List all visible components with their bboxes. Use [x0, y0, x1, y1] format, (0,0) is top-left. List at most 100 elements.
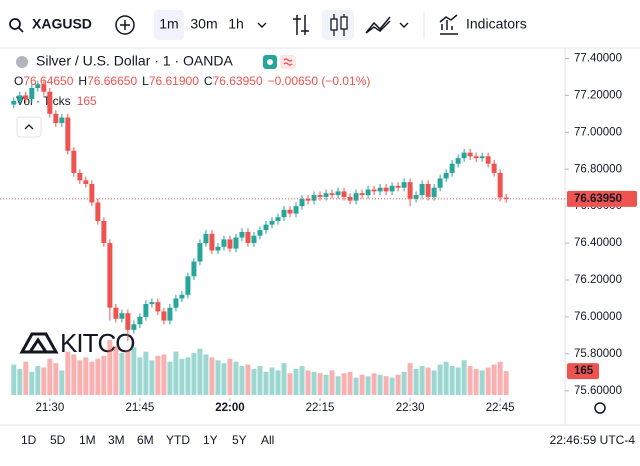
volume-bar: [215, 360, 221, 395]
collapse-icon: [24, 124, 34, 130]
volume-bar: [101, 355, 107, 395]
volume-bar: [479, 370, 485, 395]
range-button[interactable]: All: [261, 433, 274, 447]
volume-bar: [179, 358, 185, 395]
candle-body: [491, 163, 497, 173]
volume-bar: [239, 366, 245, 395]
legend-value: 76.63950: [213, 74, 263, 88]
interval[interactable]: 1h: [228, 16, 244, 32]
range-button[interactable]: 3M: [108, 433, 125, 447]
candle-body: [371, 189, 377, 192]
chart-type-dropdown[interactable]: [399, 22, 409, 28]
volume-bar: [35, 366, 41, 395]
volume-bar: [59, 370, 65, 395]
y-tick-label: 76.20000: [574, 274, 622, 286]
candle-body: [449, 163, 455, 173]
candle-body: [383, 187, 389, 192]
candle-body: [89, 184, 95, 203]
volume-bar: [251, 368, 257, 395]
symbol[interactable]: XAGUSD: [32, 16, 92, 32]
legend-value: 76.66650: [87, 74, 137, 88]
range-button[interactable]: 1Y: [203, 433, 218, 447]
volume-bar: [119, 353, 125, 395]
collapse-button[interactable]: [16, 116, 42, 138]
candle-body: [425, 184, 431, 197]
y-tick-label: 77.20000: [574, 89, 622, 101]
volume-bar: [167, 361, 173, 395]
volume-bar: [503, 371, 509, 395]
volume-bar: [65, 351, 71, 395]
volume-bar: [305, 370, 311, 395]
range-button[interactable]: 5Y: [232, 433, 247, 447]
legend-change: −0.00650 (−0.01%): [268, 74, 371, 88]
search-icon[interactable]: [9, 18, 21, 30]
last-price-box: [567, 190, 637, 207]
last-volume-box: [567, 363, 599, 380]
volume-bar: [173, 351, 179, 395]
data-badge: [280, 55, 296, 69]
candle-body: [365, 189, 371, 196]
volume-bar: [407, 363, 413, 395]
candle-body: [335, 191, 341, 196]
candle-body: [23, 95, 29, 100]
watermark-text: KITCO: [60, 328, 134, 358]
candle-body: [41, 84, 47, 92]
range-button[interactable]: 6M: [137, 433, 154, 447]
plus-icon: [120, 20, 130, 30]
volume-bar: [29, 371, 35, 395]
range-button[interactable]: 5D: [50, 433, 66, 447]
candle-body: [401, 182, 407, 188]
candle-body: [323, 193, 329, 197]
candles-active: [322, 10, 354, 40]
candle-body: [155, 302, 161, 312]
y-tick-label: 77.00000: [574, 126, 622, 138]
volume-bar: [335, 376, 341, 395]
volume-bar: [77, 360, 83, 395]
candle-body: [149, 302, 155, 304]
interval-dropdown[interactable]: [257, 22, 267, 28]
candle-body: [29, 88, 35, 100]
settings-icon[interactable]: [594, 402, 606, 414]
area-icon[interactable]: [365, 16, 391, 34]
candle-body: [161, 311, 167, 321]
volume-bar: [113, 345, 119, 395]
y-tick-label: 76.00000: [574, 311, 622, 323]
candle-body: [347, 196, 353, 201]
candle-body: [101, 220, 107, 244]
last-volume-label: 165: [574, 365, 594, 377]
candle-body: [239, 232, 245, 238]
volume-bar: [149, 360, 155, 395]
add-symbol[interactable]: [115, 15, 135, 35]
volume-bar: [185, 357, 191, 395]
y-tick-label: 75.60000: [574, 385, 622, 397]
candle-body: [59, 117, 65, 124]
candle-body: [17, 95, 23, 101]
candle-body: [107, 243, 113, 308]
candle-body: [221, 239, 227, 247]
range-button[interactable]: 1M: [79, 433, 96, 447]
legend-value: 76.64650: [23, 74, 73, 88]
candles-icon[interactable]: [330, 18, 338, 31]
candle-body: [455, 158, 461, 164]
range-button[interactable]: YTD: [166, 433, 190, 447]
candle-body: [65, 117, 71, 151]
candle-body: [407, 182, 413, 199]
range-button[interactable]: 1D: [21, 433, 37, 447]
clock: 22:46:59 UTC-4: [550, 433, 636, 447]
interval[interactable]: 1m: [159, 16, 178, 32]
volume-bar: [17, 368, 23, 395]
volume-bar: [275, 370, 281, 395]
y-tick-label: 76.40000: [574, 237, 622, 249]
volume-bar: [107, 340, 113, 395]
interval[interactable]: 30m: [190, 16, 217, 32]
x-tick-label: 22:15: [306, 402, 335, 414]
legend-key: O: [14, 74, 23, 88]
volume-bar: [455, 367, 461, 395]
legend-key: C: [204, 74, 213, 88]
indicators-button[interactable]: Indicators: [466, 16, 527, 32]
indicators-icon[interactable]: [439, 14, 458, 35]
bars-icon[interactable]: [293, 15, 309, 35]
candle-body: [83, 180, 89, 184]
y-tick-label: 76.80000: [574, 163, 622, 175]
